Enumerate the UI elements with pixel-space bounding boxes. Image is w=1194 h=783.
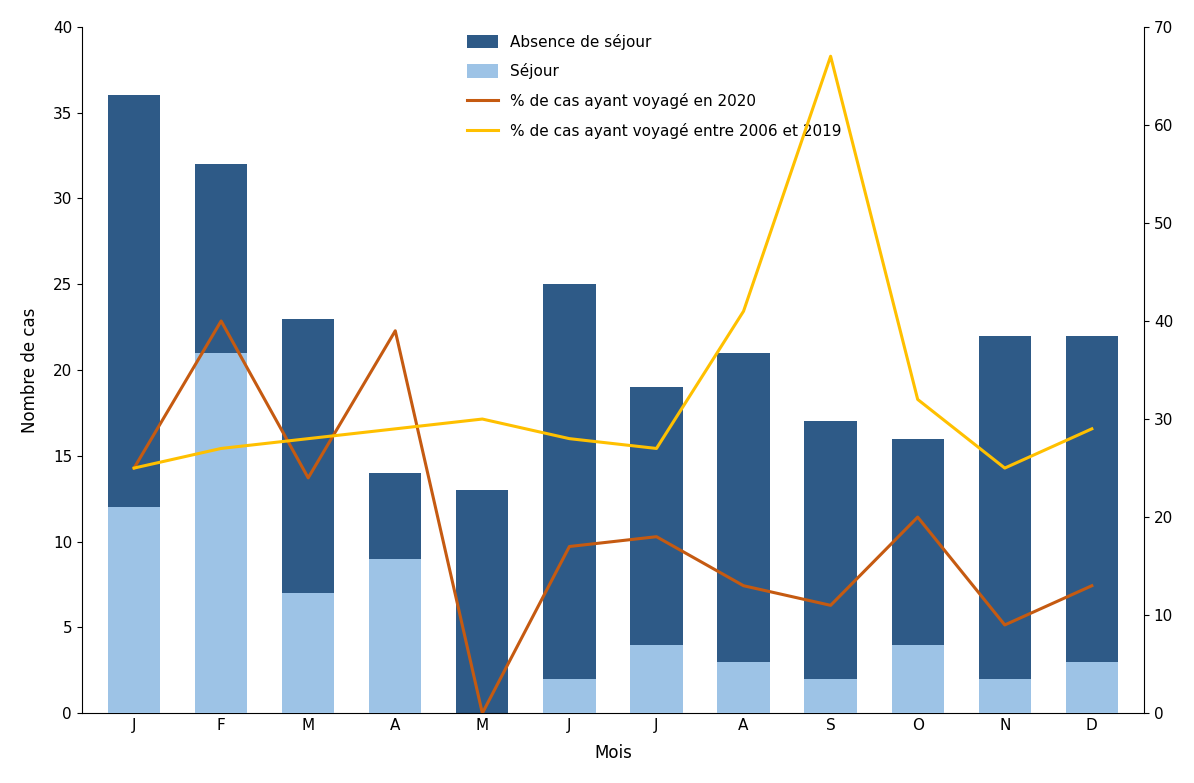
Bar [718,353,770,713]
Bar [892,644,943,713]
Bar [979,336,1030,713]
Bar [107,96,160,713]
Bar [369,473,421,713]
Bar [718,662,770,713]
Bar [630,644,683,713]
Bar [979,679,1030,713]
Bar [805,421,857,713]
Bar [630,387,683,713]
Bar [369,559,421,713]
Bar [107,507,160,713]
Y-axis label: Nombre de cas: Nombre de cas [20,307,39,433]
Bar [1066,336,1118,713]
X-axis label: Mois: Mois [593,744,632,762]
Bar [282,319,334,713]
Bar [1066,662,1118,713]
Legend: Absence de séjour, Séjour, % de cas ayant voyagé en 2020, % de cas ayant voyagé : Absence de séjour, Séjour, % de cas ayan… [461,27,848,145]
Bar [282,593,334,713]
Bar [543,284,596,713]
Bar [543,679,596,713]
Bar [456,490,509,713]
Bar [195,353,247,713]
Bar [892,438,943,713]
Bar [195,164,247,713]
Bar [805,679,857,713]
